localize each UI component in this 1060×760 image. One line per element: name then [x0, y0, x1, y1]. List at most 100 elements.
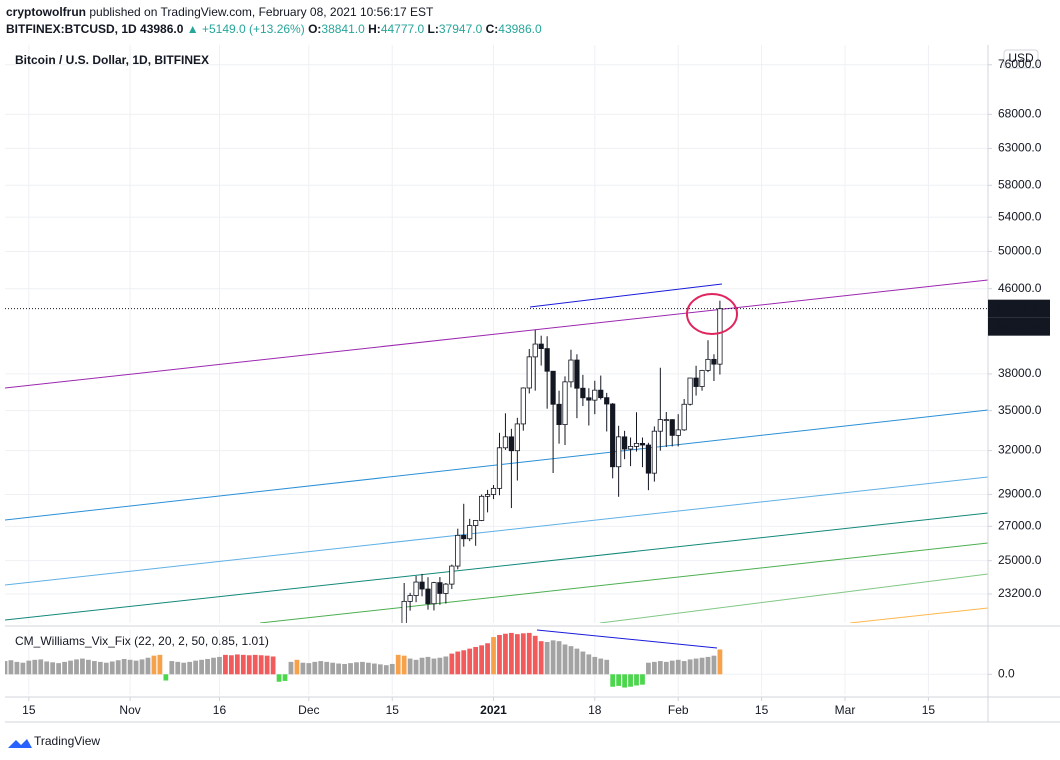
- trendline: [5, 476, 988, 586]
- ohlc: O:38841.0 H:44777.0 L:37947.0 C:43986.0: [308, 22, 542, 36]
- candle-body: [610, 403, 616, 468]
- logo: TradingView: [8, 734, 100, 748]
- trendline: [849, 607, 988, 623]
- marks: [5, 300, 988, 688]
- published: published on TradingView.com, February 0…: [89, 5, 434, 19]
- candle-body: [425, 588, 431, 605]
- header: cryptowolfrun published on TradingView.c…: [6, 4, 542, 38]
- bar: [223, 654, 228, 675]
- bar: [44, 661, 50, 675]
- trendline: [5, 409, 988, 521]
- bar: [449, 653, 455, 675]
- candles: [401, 300, 723, 623]
- bar: [574, 648, 580, 675]
- bar: [229, 655, 234, 675]
- pane-title: Bitcoin / U.S. Dollar, 1D, BITFINEX: [15, 53, 209, 67]
- bar: [509, 632, 514, 675]
- bar: [20, 662, 26, 675]
- drawings: [5, 279, 988, 623]
- bar: [657, 661, 663, 675]
- candle-body: [473, 520, 479, 526]
- bar: [360, 661, 365, 675]
- ohlc-value: 37947.0: [438, 22, 483, 36]
- candle-body: [633, 442, 640, 447]
- bar: [14, 661, 20, 675]
- bar: [562, 644, 568, 675]
- currency-badge[interactable]: [1003, 49, 1039, 69]
- bar: [121, 658, 127, 675]
- bar: [145, 657, 151, 675]
- bar: [56, 663, 62, 675]
- bar: [234, 654, 240, 675]
- x-tick-label: 16: [213, 703, 227, 717]
- candle-body: [598, 389, 604, 399]
- candle-body: [562, 381, 568, 425]
- bar: [371, 663, 377, 675]
- candle-body: [526, 356, 532, 389]
- bar: [74, 659, 79, 675]
- bar: [264, 655, 270, 675]
- bar: [306, 663, 312, 675]
- bar: [443, 656, 449, 675]
- candle-body: [484, 494, 491, 497]
- candle-body: [681, 403, 687, 431]
- candle-body: [520, 387, 526, 425]
- candle-body: [616, 436, 622, 468]
- bar: [640, 674, 645, 685]
- x-tick-label: Mar: [835, 703, 856, 717]
- trendline: [599, 573, 988, 623]
- candle-body: [687, 377, 693, 405]
- bar: [80, 658, 85, 675]
- bar: [651, 661, 657, 675]
- bar: [634, 674, 639, 686]
- bar: [407, 658, 413, 675]
- bar: [127, 659, 133, 675]
- x-tick-label: Nov: [119, 703, 140, 717]
- bar: [485, 643, 490, 675]
- candle-body: [467, 525, 473, 540]
- y-tick-label: 35000.0: [998, 403, 1042, 417]
- candle-body: [401, 600, 407, 623]
- bar: [383, 665, 389, 675]
- bar: [628, 674, 633, 687]
- bar: [38, 659, 44, 675]
- bar: [5, 661, 8, 675]
- bar: [377, 664, 383, 675]
- bar: [425, 656, 431, 675]
- candle-body: [508, 436, 514, 452]
- bar: [199, 659, 204, 675]
- bar: [437, 657, 443, 675]
- candle-body: [574, 359, 580, 389]
- bar: [276, 674, 282, 682]
- bar: [419, 657, 425, 675]
- candle-body: [431, 582, 437, 605]
- bar: [544, 642, 550, 675]
- candle-body: [675, 429, 681, 436]
- bar: [526, 632, 532, 675]
- x-tick-label: 15: [22, 703, 36, 717]
- bar: [205, 658, 210, 675]
- bar: [318, 661, 324, 675]
- candle-body: [645, 444, 652, 474]
- candle-body: [568, 359, 574, 383]
- candle-body: [443, 583, 449, 594]
- bar: [324, 661, 330, 675]
- bar: [580, 651, 586, 675]
- bar: [592, 656, 598, 675]
- candle-body: [627, 446, 634, 450]
- bar: [604, 659, 610, 675]
- highlight-circle: [686, 293, 738, 335]
- bar: [395, 654, 401, 675]
- bar: [669, 660, 675, 675]
- bar: [663, 661, 669, 675]
- publish-line: cryptowolfrun published on TradingView.c…: [6, 4, 542, 21]
- y-tick-label: 23200.0: [998, 586, 1042, 600]
- bar: [675, 659, 681, 675]
- x-tick-label: 15: [922, 703, 936, 717]
- y-tick-label: 68000.0: [998, 107, 1042, 121]
- x-tick-label: 15: [386, 703, 400, 717]
- bar: [401, 655, 407, 675]
- bar: [342, 663, 347, 675]
- bar: [366, 662, 371, 675]
- countdown-label: 08:03:44: [994, 319, 1042, 333]
